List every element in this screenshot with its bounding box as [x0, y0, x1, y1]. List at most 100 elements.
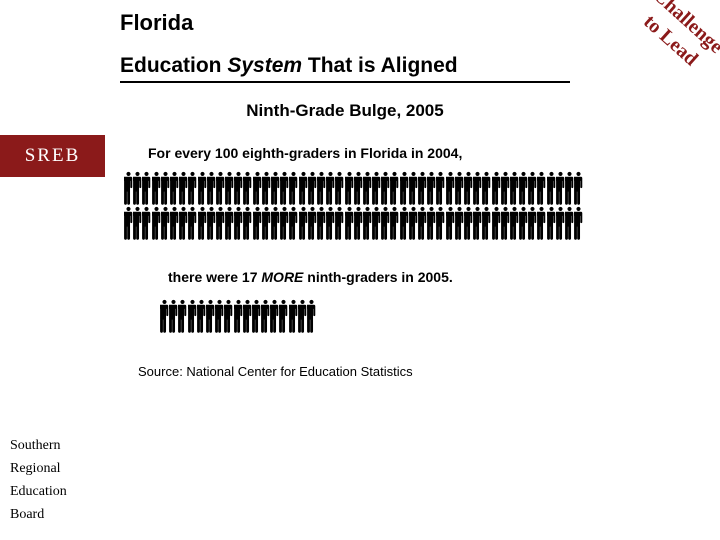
person-icon [501, 206, 510, 241]
person-icon [270, 299, 279, 334]
person-icon [124, 206, 133, 241]
person-icon [510, 206, 519, 241]
person-icon [225, 171, 234, 206]
person-icon [170, 171, 179, 206]
person-icon [169, 299, 178, 334]
person-icon [501, 171, 510, 206]
person-icon [446, 171, 455, 206]
person-icon [188, 171, 197, 206]
person-icon [271, 171, 280, 206]
person-icon [261, 299, 270, 334]
person-icon [345, 171, 354, 206]
person-icon [326, 171, 335, 206]
person-icon [289, 171, 298, 206]
person-icon [492, 171, 501, 206]
person-icon [317, 206, 326, 241]
person-icon [198, 171, 207, 206]
lead2-italic: MORE [261, 269, 303, 285]
person-icon [547, 206, 556, 241]
person-icon [289, 206, 298, 241]
person-icon [326, 206, 335, 241]
person-icon [299, 206, 308, 241]
person-icon [390, 206, 399, 241]
person-icon [574, 171, 583, 206]
person-icon [253, 171, 262, 206]
person-icon [289, 299, 298, 334]
person-icon [427, 206, 436, 241]
person-icon [446, 206, 455, 241]
person-icon [482, 206, 491, 241]
person-icon [224, 299, 233, 334]
person-icon [243, 171, 252, 206]
person-icon [179, 206, 188, 241]
source-line: Source: National Center for Education St… [138, 364, 700, 379]
person-icon [243, 299, 252, 334]
org-name: SouthernRegionalEducationBoard [10, 435, 67, 527]
person-icon [345, 206, 354, 241]
person-icon [317, 171, 326, 206]
person-icon [299, 171, 308, 206]
person-icon [197, 299, 206, 334]
person-icon [178, 299, 187, 334]
person-icon [418, 206, 427, 241]
person-icon [381, 171, 390, 206]
person-icon [436, 206, 445, 241]
person-icon [547, 171, 556, 206]
person-icon [179, 171, 188, 206]
person-icon [427, 171, 436, 206]
person-icon [160, 299, 169, 334]
person-icon [528, 171, 537, 206]
org-name-line: Southern [10, 435, 67, 456]
person-icon [565, 206, 574, 241]
person-icon [537, 206, 546, 241]
person-icon [262, 206, 271, 241]
person-icon [372, 206, 381, 241]
person-icon [216, 206, 225, 241]
person-icon [252, 299, 261, 334]
person-icon [381, 206, 390, 241]
person-icon [464, 206, 473, 241]
person-icon [436, 171, 445, 206]
person-icon [528, 206, 537, 241]
person-icon [335, 171, 344, 206]
person-icon [372, 171, 381, 206]
person-icon [519, 206, 528, 241]
person-icon [198, 206, 207, 241]
title-post: That is Aligned [302, 54, 458, 77]
person-icon [308, 206, 317, 241]
org-name-line: Education [10, 481, 67, 502]
person-icon [234, 206, 243, 241]
person-icon [280, 171, 289, 206]
lead2-pre: there were 17 [168, 269, 261, 285]
person-icon [473, 206, 482, 241]
org-name-line: Board [10, 504, 67, 525]
person-icon [279, 299, 288, 334]
person-icon [234, 171, 243, 206]
people-row-17 [160, 299, 700, 334]
person-icon [225, 206, 234, 241]
person-icon [170, 206, 179, 241]
person-icon [207, 171, 216, 206]
person-icon [262, 171, 271, 206]
person-icon [537, 171, 546, 206]
person-icon [308, 171, 317, 206]
main-content: Florida Education System That is Aligned… [120, 10, 700, 379]
person-icon [253, 206, 262, 241]
person-icon [280, 206, 289, 241]
person-icon [418, 171, 427, 206]
person-icon [188, 299, 197, 334]
person-icon [142, 171, 151, 206]
person-icon [354, 206, 363, 241]
person-icon [354, 171, 363, 206]
lead-text-1: For every 100 eighth-graders in Florida … [148, 145, 700, 161]
person-icon [400, 206, 409, 241]
person-icon [492, 206, 501, 241]
person-icon [307, 299, 316, 334]
person-icon [161, 171, 170, 206]
person-icon [409, 171, 418, 206]
sreb-logo: SREB [0, 135, 105, 177]
person-icon [152, 206, 161, 241]
person-icon [390, 171, 399, 206]
people-row-100 [124, 171, 700, 241]
person-icon [216, 171, 225, 206]
